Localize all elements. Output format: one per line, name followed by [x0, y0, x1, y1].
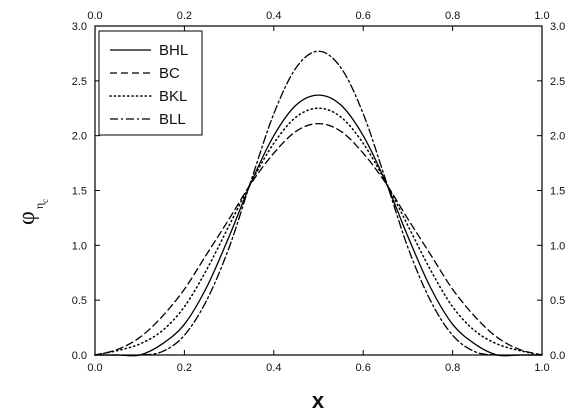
- series-line-bhl: [94, 94, 543, 357]
- y-tick-label-right: 0.5: [550, 295, 565, 307]
- x-tick-label-bottom: 0.4: [266, 362, 281, 374]
- series-layer: [94, 50, 543, 357]
- x-axis-title: x: [312, 388, 325, 413]
- legend-label-bhl: BHL: [159, 42, 188, 59]
- y-tick-label-right: 3.0: [550, 21, 565, 33]
- x-tick-label-top: 0.2: [177, 10, 192, 22]
- legend: BHL BC BKL BLL: [98, 30, 203, 136]
- y-tick-label-left: 0.5: [72, 295, 87, 307]
- y-tick-label-right: 2.0: [550, 131, 565, 143]
- legend-box: [98, 30, 203, 136]
- y-axis-title-main: φ: [14, 211, 40, 225]
- y-tick-label-left: 2.5: [72, 76, 87, 88]
- legend-label-bkl: BKL: [159, 88, 187, 105]
- x-tick-label-top: 0.0: [87, 10, 102, 22]
- x-tick-label-bottom: 1.0: [534, 362, 549, 374]
- x-tick-label-bottom: 0.0: [87, 362, 102, 374]
- x-tick-label-top: 0.6: [356, 10, 371, 22]
- y-tick-label-left: 3.0: [72, 21, 87, 33]
- y-tick-label-right: 0.0: [550, 350, 565, 362]
- y-tick-label-left: 0.0: [72, 350, 87, 362]
- series-line-bll: [94, 50, 543, 356]
- y-axis-title-subsub: c: [40, 199, 50, 203]
- y-tick-label-left: 1.0: [72, 240, 87, 252]
- x-tick-label-bottom: 0.8: [445, 362, 460, 374]
- y-tick-label-right: 1.0: [550, 240, 565, 252]
- x-tick-label-top: 1.0: [534, 10, 549, 22]
- y-tick-label-left: 2.0: [72, 131, 87, 143]
- y-tick-label-left: 1.5: [72, 186, 87, 198]
- y-axis-title-sub: η: [32, 203, 46, 209]
- x-tick-label-top: 0.8: [445, 10, 460, 22]
- ticks-layer: 0.00.00.20.20.40.40.60.60.80.81.01.00.0 0…: [72, 10, 566, 374]
- legend-label-bc: BC: [159, 65, 180, 82]
- y-tick-label-right: 1.5: [550, 186, 565, 198]
- plot-frame: [94, 25, 543, 356]
- x-tick-label-bottom: 0.2: [177, 362, 192, 374]
- y-axis-title: φ η c: [14, 199, 50, 225]
- x-tick-label-top: 0.4: [266, 10, 281, 22]
- y-tick-label-right: 2.5: [550, 76, 565, 88]
- legend-label-bll: BLL: [159, 111, 186, 128]
- series-line-bc: [94, 122, 543, 356]
- series-line-bkl: [94, 107, 543, 356]
- x-tick-label-bottom: 0.6: [356, 362, 371, 374]
